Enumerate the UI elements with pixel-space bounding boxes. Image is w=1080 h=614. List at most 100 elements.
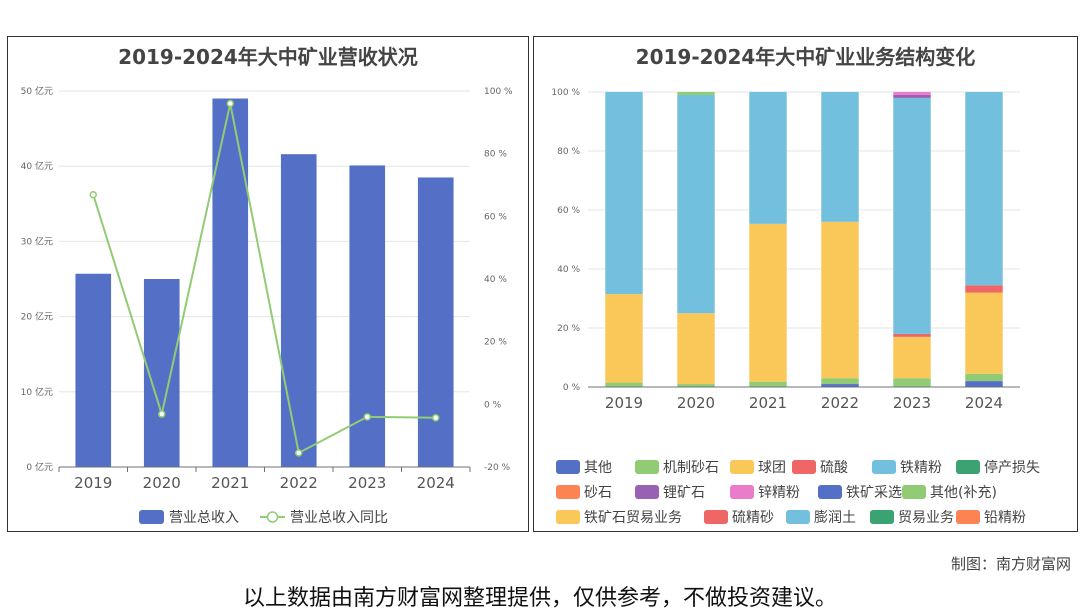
legend-swatch bbox=[902, 485, 926, 499]
stack-segment bbox=[893, 94, 931, 98]
stack-segment bbox=[965, 373, 1003, 382]
y-left-tick-label: 40 亿元 bbox=[21, 160, 53, 172]
x-tick-label: 2021 bbox=[749, 394, 787, 412]
stack-segment bbox=[677, 313, 715, 385]
legend-label: 其他(补充) bbox=[930, 485, 997, 501]
x-tick-label: 2024 bbox=[417, 474, 455, 492]
stack-segment bbox=[893, 92, 931, 95]
yoy-line bbox=[92, 103, 436, 455]
legend-label: 锌精粉 bbox=[758, 485, 800, 501]
legend-swatch-revenue bbox=[139, 510, 164, 524]
y-left-tick-label: 50 亿元 bbox=[21, 85, 53, 97]
legend-label: 停产损失 bbox=[984, 459, 1040, 476]
legend-swatch bbox=[870, 510, 894, 524]
stack-segment bbox=[893, 378, 931, 387]
yoy-point bbox=[432, 414, 440, 422]
structure-chart-panel: 2019-2024年大中矿业业务结构变化 0 % 20 % 40 % 60 % 80 %… bbox=[533, 36, 1078, 532]
stack-segment bbox=[605, 382, 643, 387]
stack-segment bbox=[965, 285, 1003, 293]
legend-swatch bbox=[635, 485, 659, 499]
x-tick-label: 2021 bbox=[211, 474, 249, 492]
revenue-bar bbox=[349, 165, 386, 467]
revenue-bar bbox=[212, 98, 249, 467]
revenue-bar bbox=[75, 273, 112, 467]
stack-segment bbox=[965, 92, 1003, 286]
legend-label: 贸易业务 bbox=[898, 510, 954, 526]
yoy-point bbox=[363, 413, 371, 421]
stack-segment bbox=[821, 92, 859, 222]
x-tick-label: 2022 bbox=[821, 394, 859, 412]
legend-swatch bbox=[556, 460, 580, 474]
y-right-tick-label: 0 % bbox=[484, 400, 502, 410]
legend-marker-yoy bbox=[266, 511, 279, 523]
y-tick-label: 100 % bbox=[551, 88, 580, 98]
legend-label: 硫精砂 bbox=[732, 510, 774, 526]
stack-segment bbox=[893, 333, 931, 337]
stack-segment bbox=[893, 97, 931, 334]
x-tick-label: 2023 bbox=[348, 474, 386, 492]
legend-label: 膨润土 bbox=[814, 509, 856, 526]
stack-segment bbox=[677, 94, 715, 314]
legend-swatch bbox=[956, 460, 980, 474]
yoy-point bbox=[158, 410, 166, 418]
legend-label-revenue: 营业总收入 bbox=[169, 510, 239, 526]
y-tick-label: 40 % bbox=[557, 265, 580, 275]
legend-label: 机制砂石 bbox=[663, 460, 719, 476]
stack-segment bbox=[893, 336, 931, 379]
legend-swatch bbox=[556, 510, 580, 524]
y-right-tick-label: 20 % bbox=[484, 338, 507, 348]
y-right-tick-label: 60 % bbox=[484, 212, 507, 222]
stack-segment bbox=[965, 292, 1003, 374]
x-tick-label: 2024 bbox=[965, 394, 1003, 412]
structure-chart-svg: 0 % 20 % 40 % 60 % 80 % 100 % 2019 2020 2021 2022… bbox=[551, 88, 1040, 526]
revenue-bar bbox=[280, 154, 317, 467]
legend-label: 锂矿石 bbox=[663, 485, 705, 501]
stack-segment bbox=[605, 92, 643, 295]
stack-segment bbox=[821, 221, 859, 379]
stack-segment bbox=[605, 294, 643, 383]
legend-label: 铁精粉 bbox=[900, 460, 942, 476]
y-right-tick-label: -20 % bbox=[484, 463, 511, 473]
x-tick-label: 2023 bbox=[893, 394, 931, 412]
legend-swatch bbox=[556, 485, 580, 499]
stack-segment bbox=[749, 223, 787, 382]
legend-swatch bbox=[872, 460, 896, 474]
yoy-point bbox=[89, 190, 97, 199]
legend-swatch bbox=[635, 460, 659, 474]
legend-label-yoy: 营业总收入同比 bbox=[290, 510, 388, 526]
legend-label: 铁矿石贸易业务 bbox=[584, 510, 682, 526]
y-tick-label: 0 % bbox=[563, 383, 581, 393]
x-tick-label: 2019 bbox=[605, 394, 643, 412]
stack-segment bbox=[677, 384, 715, 387]
legend-swatch bbox=[704, 510, 728, 524]
chart-credit: 制图：南方财富网 bbox=[950, 555, 1071, 573]
y-left-tick-label: 30 亿元 bbox=[21, 235, 53, 247]
revenue-bar bbox=[417, 177, 454, 468]
legend-swatch bbox=[818, 485, 842, 499]
legend-swatch bbox=[956, 510, 980, 524]
structure-chart-title: 2019-2024年大中矿业业务结构变化 bbox=[635, 45, 976, 69]
revenue-chart-title: 2019-2024年大中矿业营收状况 bbox=[118, 45, 418, 69]
legend-swatch bbox=[730, 485, 754, 499]
legend-label: 铁矿采选业 bbox=[846, 485, 916, 501]
y-right-tick-label: 100 % bbox=[484, 87, 513, 97]
legend-label: 砂石 bbox=[584, 485, 612, 501]
y-tick-label: 80 % bbox=[557, 147, 580, 157]
legend-label: 其他 bbox=[584, 460, 612, 476]
y-tick-label: 20 % bbox=[557, 324, 580, 334]
legend-label: 硫酸 bbox=[820, 460, 848, 476]
stack-segment bbox=[749, 92, 787, 224]
stack-segment bbox=[821, 384, 859, 387]
x-tick-label: 2020 bbox=[143, 474, 181, 492]
y-left-tick-label: 0 亿元 bbox=[26, 461, 53, 473]
x-tick-label: 2019 bbox=[74, 474, 112, 492]
legend-swatch bbox=[786, 510, 810, 524]
revenue-chart-svg: 0 亿元 10 亿元 20 亿元 30 亿元 40 亿元 50 亿元 -20 % 0 % 20 … bbox=[21, 85, 513, 526]
yoy-point bbox=[295, 449, 303, 457]
y-left-tick-label: 20 亿元 bbox=[21, 311, 53, 323]
x-tick-label: 2022 bbox=[280, 474, 318, 492]
y-right-tick-label: 80 % bbox=[484, 150, 507, 160]
revenue-chart-panel: 2019-2024年大中矿业营收状况 0 亿元 10 亿元 20 亿元 30 亿元 40… bbox=[7, 36, 529, 532]
yoy-point bbox=[226, 99, 234, 108]
stack-segment bbox=[749, 381, 787, 387]
